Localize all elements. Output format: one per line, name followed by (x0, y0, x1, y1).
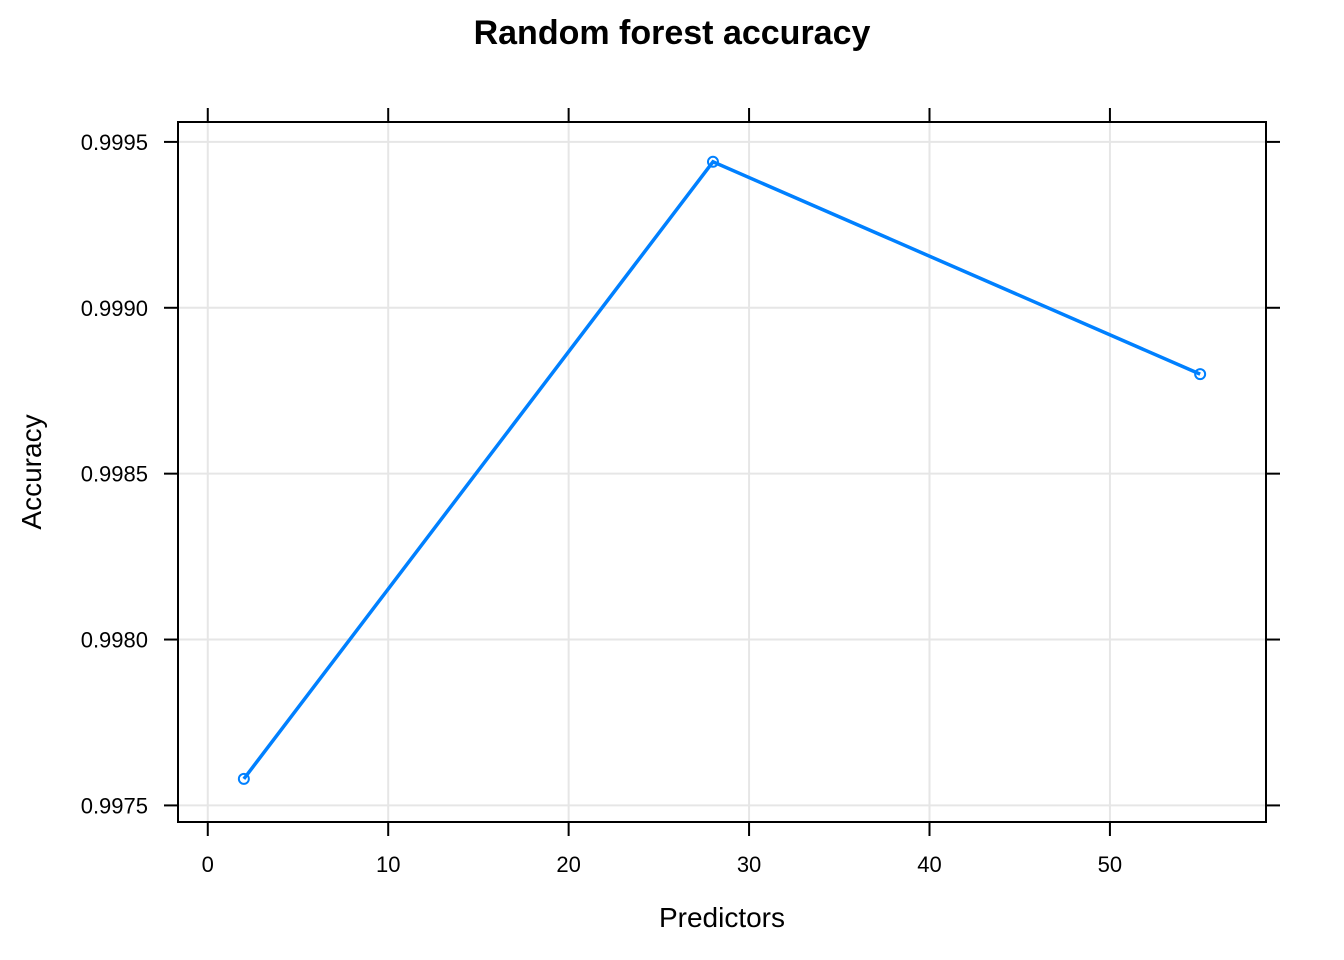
data-point (237, 772, 250, 785)
y-axis-label: Accuracy (16, 414, 47, 529)
plot-frame (177, 121, 1267, 823)
x-tick-label: 10 (376, 852, 400, 877)
data-point (1194, 368, 1207, 381)
y-tick-label: 0.9980 (81, 628, 148, 653)
y-tick-label: 0.9995 (81, 130, 148, 155)
y-tick-label: 0.9985 (81, 462, 148, 487)
series-line (242, 159, 1201, 780)
y-tick-label: 0.9990 (81, 296, 148, 321)
x-tick-label: 40 (917, 852, 941, 877)
series-group (237, 155, 1207, 785)
axis-ticks: 0 10 20 30 40 50 0.9975 0.9980 0.9985 0.9990 0.999… (81, 108, 1280, 877)
x-tick-label: 20 (556, 852, 580, 877)
y-tick-label: 0.9975 (81, 793, 148, 818)
x-tick-label: 0 (202, 852, 214, 877)
chart-title: Random forest accuracy (474, 14, 871, 52)
x-axis-label: Predictors (659, 902, 785, 933)
x-tick-label: 30 (737, 852, 761, 877)
x-tick-label: 50 (1098, 852, 1122, 877)
grid (178, 122, 1266, 822)
data-point (706, 155, 719, 168)
